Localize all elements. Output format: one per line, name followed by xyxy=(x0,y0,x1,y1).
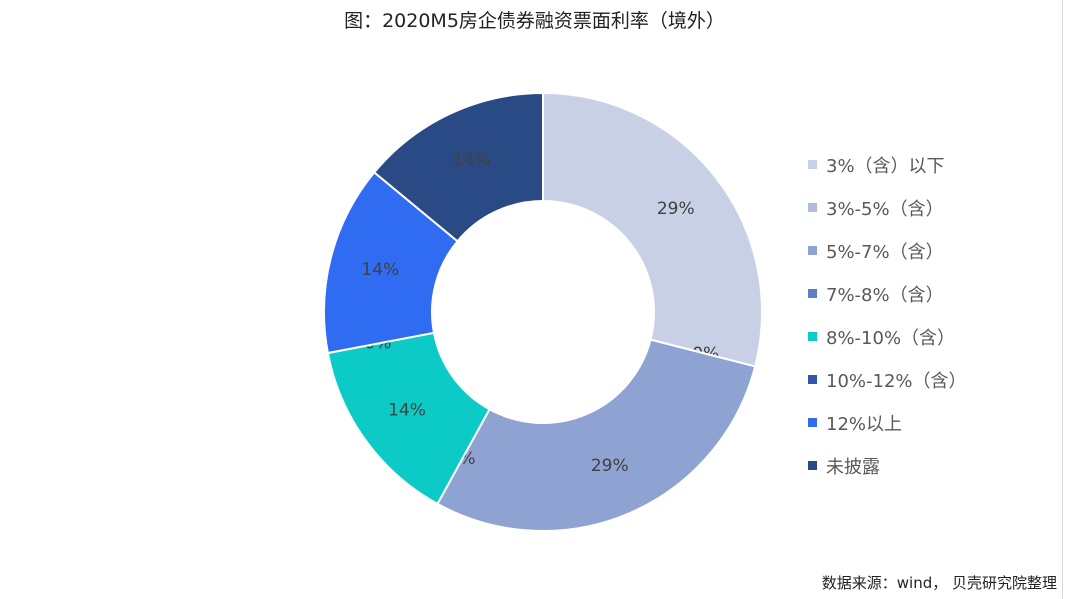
legend-item-8: 未披露 xyxy=(808,444,967,487)
legend-swatch xyxy=(808,203,817,212)
legend-label: 7%-8%（含） xyxy=(826,284,944,306)
legend-swatch xyxy=(808,332,817,341)
data-label-5: 14% xyxy=(388,401,426,421)
legend-label: 8%-10%（含） xyxy=(826,327,956,349)
legend-label: 未披露 xyxy=(826,456,880,478)
legend-swatch xyxy=(808,418,817,427)
legend-label: 5%-7%（含） xyxy=(826,241,944,263)
legend-label: 3%-5%（含） xyxy=(826,198,944,220)
donut-slice-3 xyxy=(436,338,757,532)
legend-item-7: 12%以上 xyxy=(808,401,967,444)
legend-label: 12%以上 xyxy=(826,413,903,435)
donut-slice-8 xyxy=(372,91,544,243)
donut-slice-1 xyxy=(542,91,763,368)
data-label-3: 29% xyxy=(591,456,629,476)
legend-label: 3%（含）以下 xyxy=(826,155,945,177)
legend-item-1: 3%（含）以下 xyxy=(808,143,967,186)
data-label-1: 29% xyxy=(657,199,695,219)
legend-swatch xyxy=(808,160,817,169)
legend-item-2: 3%-5%（含） xyxy=(808,186,967,229)
frame-border xyxy=(1062,0,1063,599)
legend-swatch xyxy=(808,289,817,298)
legend-label: 10%-12%（含） xyxy=(826,370,967,392)
chart-legend: 3%（含）以下 3%-5%（含） 5%-7%（含） 7%-8%（含） 8%-10%（含）… xyxy=(808,143,967,487)
legend-swatch xyxy=(808,375,817,384)
data-label-7: 14% xyxy=(361,260,399,280)
chart-title: 图：2020M5房企债券融资票面利率（境外） xyxy=(344,10,725,32)
legend-item-4: 7%-8%（含） xyxy=(808,272,967,315)
data-label-8: 14% xyxy=(453,150,491,170)
legend-swatch xyxy=(808,246,817,255)
legend-item-5: 8%-10%（含） xyxy=(808,315,967,358)
legend-item-6: 10%-12%（含） xyxy=(808,358,967,401)
legend-swatch xyxy=(808,461,817,470)
source-note: 数据来源：wind， 贝壳研究院整理 xyxy=(821,574,1057,592)
legend-item-3: 5%-7%（含） xyxy=(808,229,967,272)
